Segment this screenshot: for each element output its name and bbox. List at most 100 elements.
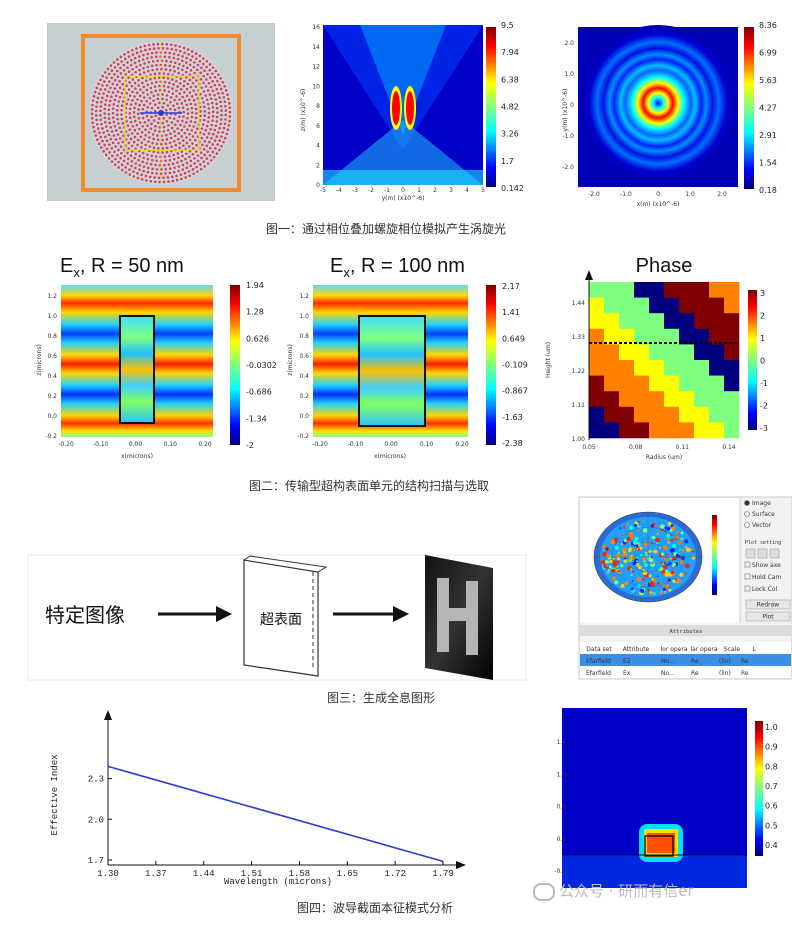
checkbox[interactable] (744, 585, 751, 592)
speckle (653, 549, 658, 554)
nanopillar (149, 86, 153, 90)
nanopillar (211, 114, 215, 118)
nanopillar (193, 162, 196, 165)
nanopillar (174, 44, 177, 47)
nanopillar (146, 153, 149, 156)
nanopillar (168, 171, 172, 175)
nanopillar (192, 125, 196, 128)
nanopillar (204, 85, 208, 88)
nanopillar (203, 105, 206, 109)
speckle (651, 562, 654, 565)
nanopillar (90, 108, 94, 111)
figure3-caption: 图三：生成全息图形 (327, 691, 436, 705)
nanopillar (170, 78, 174, 81)
nanopillar (130, 84, 134, 88)
metasurface-plate: 超表面 (242, 555, 328, 677)
colorbar-tick-label: 0.7 (765, 782, 778, 791)
nanopillar (134, 147, 137, 150)
nanopillar (117, 141, 120, 145)
y-tick-label: 1.33 (572, 334, 586, 341)
nanopillar (148, 102, 152, 105)
speckle (614, 537, 618, 541)
nanopillar (217, 131, 220, 134)
nanopillar (207, 132, 211, 135)
nanopillar (180, 59, 184, 63)
nanopillar (145, 88, 149, 92)
speckle (631, 556, 635, 560)
x-tick-label: 1.37 (145, 869, 167, 879)
y-tick-label: 0.8 (47, 333, 57, 340)
phase-cell (724, 422, 740, 439)
nanopillar (142, 165, 146, 169)
phase-cell (619, 422, 635, 439)
table-cell: Re (691, 670, 699, 677)
y-tick-label: 1.2 (299, 293, 309, 300)
nanopillar (170, 121, 174, 124)
speckle (665, 584, 670, 589)
radio-image[interactable] (744, 500, 750, 506)
speckle (663, 562, 666, 565)
nanopillar (133, 95, 136, 98)
nanopillar (163, 155, 167, 158)
nanopillar (148, 145, 152, 148)
radio-surface[interactable] (744, 511, 750, 517)
phase-cell (649, 375, 665, 392)
speckle (684, 539, 689, 544)
colorbar-tick-label: -2.38 (502, 439, 523, 448)
nanopillar (125, 102, 129, 106)
fig3-input-label: 特定图像 (45, 603, 125, 627)
nanopillar (118, 126, 122, 130)
speckle (659, 566, 664, 571)
nanopillar (100, 122, 103, 126)
checkbox[interactable] (744, 561, 751, 568)
nanopillar (166, 77, 170, 80)
y-tick-label: 1.0 (47, 313, 57, 320)
nanopillar (172, 153, 175, 157)
nanopillar (185, 87, 189, 91)
nanopillar (129, 120, 133, 124)
nanopillar (126, 61, 129, 64)
nanopillar (214, 98, 218, 101)
speckle (657, 575, 659, 578)
nanopillar (210, 101, 214, 105)
nanopillar (133, 135, 137, 139)
nanopillar (164, 63, 167, 67)
nanopillar (155, 159, 158, 163)
nanopillar (165, 108, 168, 112)
nanopillar (193, 120, 197, 124)
speckle (622, 547, 627, 552)
speckle (680, 531, 684, 535)
checkbox[interactable] (744, 573, 751, 580)
x-tick-label: -0.10 (93, 441, 109, 448)
nanopillar (150, 56, 154, 59)
nanopillar (219, 77, 223, 80)
fig2b-xlabel: x(microns) (374, 453, 406, 460)
nanopillar (177, 156, 180, 160)
nanopillar (227, 124, 231, 127)
nanopillar (186, 66, 189, 70)
nanopillar (181, 163, 185, 167)
nanopillar (211, 72, 214, 75)
phase-cell (694, 360, 710, 376)
radio-vector[interactable] (744, 522, 750, 528)
x-tick-label: 0 (401, 187, 405, 194)
nanopillar (146, 124, 149, 128)
nanopillar (99, 109, 102, 113)
plot-button[interactable] (745, 611, 791, 622)
nanopillar (127, 141, 131, 145)
nanopillar (199, 167, 203, 171)
nanopillar (123, 53, 126, 56)
attributes-header[interactable]: Attributes (669, 629, 702, 635)
nanopillar (97, 92, 101, 95)
nanopillar (185, 141, 189, 145)
nanopillar (176, 127, 180, 130)
redraw-button[interactable] (745, 599, 791, 610)
y-tick-label: 0.8 (299, 333, 309, 340)
y-tick-label: 10 (312, 83, 320, 90)
speckle (636, 556, 639, 559)
nanopillar (113, 98, 117, 102)
nanopillar (180, 150, 184, 153)
y-tick-label: 0.2 (299, 393, 309, 400)
phase-cell (619, 313, 635, 330)
phase-cell (649, 422, 665, 439)
